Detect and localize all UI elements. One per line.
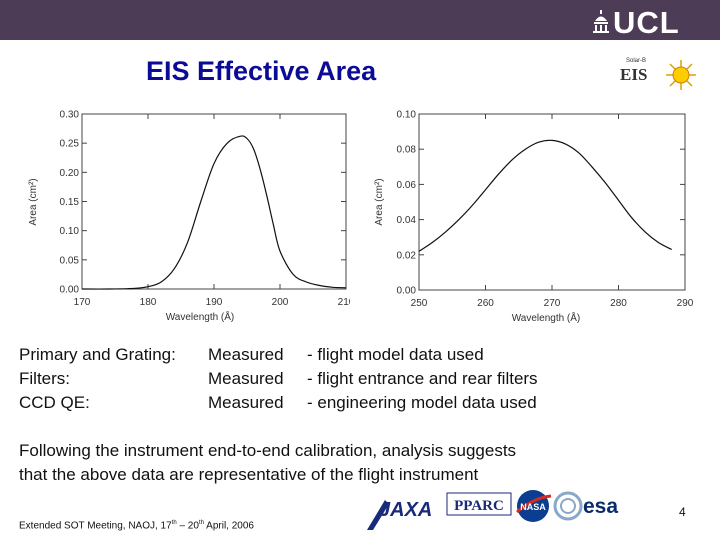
y-tick-label: 0.04 [397, 215, 417, 226]
row-status-ccd: Measured [208, 393, 284, 412]
y-tick-label: 0.00 [397, 286, 417, 297]
svg-text:JAXA: JAXA [379, 499, 432, 521]
footer-prefix: Extended SOT Meeting, NAOJ, 17 [19, 520, 172, 532]
footer-sup-1: th [171, 520, 177, 526]
ucl-dome-icon [593, 10, 609, 33]
y-tick-label: 0.08 [397, 145, 417, 156]
x-tick-label: 170 [74, 297, 91, 308]
x-tick-label: 190 [206, 297, 223, 308]
y-tick-label: 0.30 [60, 110, 80, 121]
ucl-logo: UCL [591, 5, 703, 40]
row-label-filters: Filters: [19, 369, 70, 388]
row-desc-filters: - flight entrance and rear filters [307, 369, 538, 388]
y-tick-label: 0.25 [60, 139, 80, 150]
nasa-logo: NASA [516, 490, 552, 522]
series-line [418, 139, 672, 252]
x-tick-label: 260 [477, 298, 494, 309]
y-tick-label: 0.20 [60, 168, 80, 179]
plot-frame [81, 113, 347, 290]
x-tick-label: 280 [610, 298, 627, 309]
row-label-primary: Primary and Grating: [19, 345, 176, 364]
footer-sup-2: th [198, 520, 204, 526]
y-tick-label: 0.15 [60, 197, 80, 208]
eis-logo-text: EIS [620, 65, 648, 84]
x-tick-label: 180 [140, 297, 157, 308]
y-tick-label: 0.00 [60, 285, 80, 296]
x-axis-label: Wavelength (Å) [512, 311, 581, 324]
y-axis-label: Area (cm²) [374, 178, 385, 225]
conclusion-line-1: Following the instrument end-to-end cali… [19, 441, 517, 460]
row-desc-primary: - flight model data used [307, 345, 484, 364]
y-axis-label: Area (cm²) [28, 178, 39, 225]
y-tick-label: 0.10 [397, 110, 417, 121]
pparc-logo: PPARC [446, 492, 512, 516]
svg-text:NASA: NASA [520, 502, 546, 512]
jaxa-logo: JAXA [367, 499, 432, 530]
y-tick-label: 0.06 [397, 180, 417, 191]
eis-logo: Solar-B EIS [612, 58, 698, 92]
footer-text: Extended SOT Meeting, NAOJ, 17th – 20th … [19, 520, 254, 531]
x-tick-label: 270 [544, 298, 561, 309]
ucl-logo-text: UCL [613, 5, 680, 40]
x-tick-label: 250 [411, 298, 428, 309]
conclusion-line-2: that the above data are representative o… [19, 465, 479, 484]
effective-area-chart-2: 0.00 0.02 0.04 0.06 0.08 0.10 250 260 270 280 290… [374, 110, 694, 325]
page-title: EIS Effective Area [146, 56, 377, 86]
x-axis-label: Wavelength (Å) [166, 310, 235, 323]
row-status-primary: Measured [208, 345, 284, 364]
row-label-ccd: CCD QE: [19, 393, 90, 412]
x-tick-label: 290 [677, 298, 694, 309]
partner-logos: JAXA PPARC NASA esa [367, 490, 618, 530]
effective-area-chart-1: 0.00 0.05 0.10 0.15 0.20 0.25 0.30 170 180 190 20… [28, 110, 350, 324]
page-number: 4 [679, 505, 686, 519]
y-tick-label: 0.02 [397, 250, 417, 261]
footer-suffix: April, 2006 [203, 520, 254, 532]
footer-middle: – 20 [176, 520, 199, 532]
header-bar: UCL [0, 0, 720, 40]
esa-logo: esa [553, 491, 618, 521]
row-desc-ccd: - engineering model data used [307, 393, 537, 412]
y-tick-label: 0.05 [60, 255, 80, 266]
row-status-filters: Measured [208, 369, 284, 388]
x-tick-label: 210 [338, 297, 350, 308]
svg-text:esa: esa [583, 495, 618, 518]
svg-text:PPARC: PPARC [454, 498, 504, 514]
x-tick-label: 200 [272, 297, 289, 308]
y-tick-label: 0.10 [60, 226, 80, 237]
series-line [81, 135, 347, 290]
eis-logo-subtext: Solar-B [626, 58, 647, 64]
sun-icon [666, 60, 696, 90]
